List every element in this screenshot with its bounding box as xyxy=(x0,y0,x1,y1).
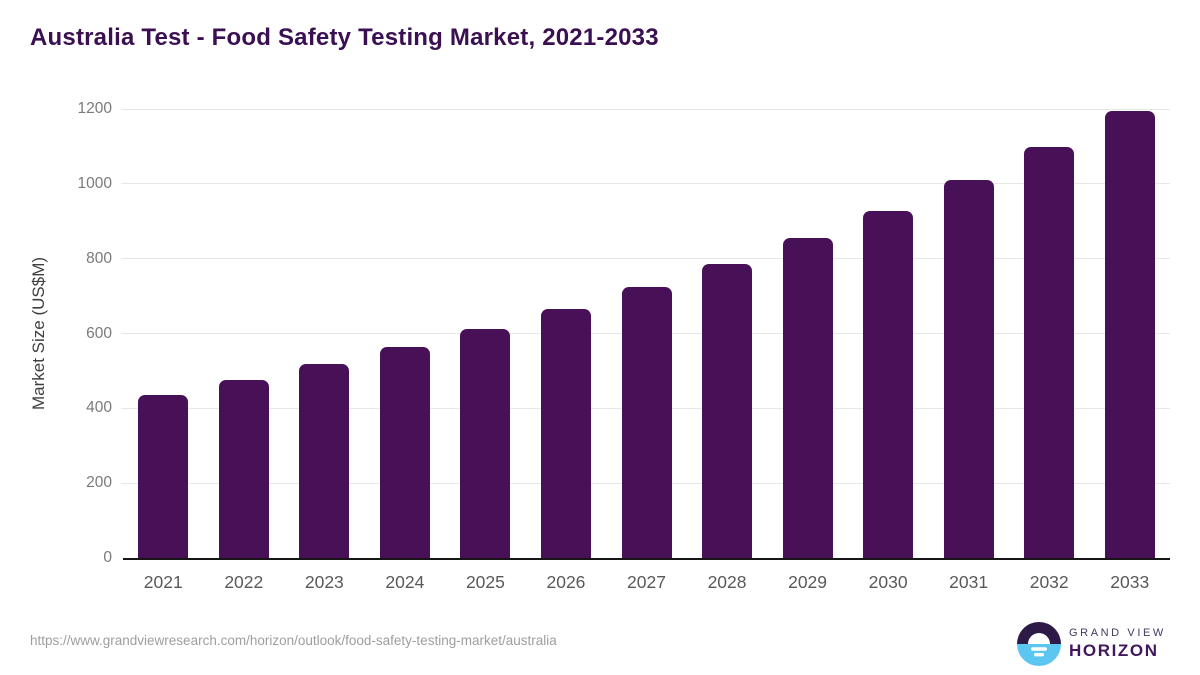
y-tick-0: 0 xyxy=(103,549,112,566)
x-tick-2033: 2033 xyxy=(1110,572,1150,592)
bar-2031[interactable] xyxy=(943,180,994,558)
gridline-1000 xyxy=(121,183,1170,185)
y-tick-1200: 1200 xyxy=(77,100,112,117)
y-tick-200: 200 xyxy=(86,474,112,492)
gridline-800 xyxy=(121,258,1170,260)
x-tick-2025: 2025 xyxy=(465,572,505,592)
bar-2023[interactable] xyxy=(299,363,350,558)
gridline-1200 xyxy=(121,108,1170,110)
chart-title: Australia Test - Food Safety Testing Mar… xyxy=(30,24,659,51)
bar-2025[interactable] xyxy=(460,329,511,558)
plot-area xyxy=(121,108,1170,560)
source-url: https://www.grandviewresearch.com/horizo… xyxy=(30,633,557,648)
x-tick-2028: 2028 xyxy=(707,572,747,592)
x-tick-2026: 2026 xyxy=(546,572,586,592)
brand-logo-text: GRAND VIEW HORIZON xyxy=(1069,627,1166,661)
y-tick-400: 400 xyxy=(86,399,112,417)
x-tick-2024: 2024 xyxy=(385,572,425,592)
x-tick-2030: 2030 xyxy=(868,572,908,592)
x-tick-2023: 2023 xyxy=(304,572,344,592)
x-tick-2022: 2022 xyxy=(224,572,264,592)
y-tick-800: 800 xyxy=(86,249,112,267)
x-tick-2031: 2031 xyxy=(949,572,989,592)
bar-2032[interactable] xyxy=(1024,147,1075,558)
brand-logo: GRAND VIEW HORIZON xyxy=(1017,622,1166,666)
bar-2028[interactable] xyxy=(702,264,753,558)
bar-2024[interactable] xyxy=(379,347,430,558)
bar-2027[interactable] xyxy=(621,287,672,558)
x-tick-2029: 2029 xyxy=(788,572,828,592)
x-tick-2032: 2032 xyxy=(1029,572,1069,592)
x-tick-2027: 2027 xyxy=(627,572,666,592)
bar-2030[interactable] xyxy=(863,211,914,558)
grand-view-horizon-logo-icon xyxy=(1017,622,1061,666)
logo-brand-bottom: HORIZON xyxy=(1069,641,1159,660)
bar-2021[interactable] xyxy=(138,394,189,558)
logo-brand-top: GRAND VIEW xyxy=(1069,627,1166,639)
bar-2033[interactable] xyxy=(1104,110,1155,558)
bar-2026[interactable] xyxy=(540,309,591,558)
y-tick-1000: 1000 xyxy=(77,174,112,192)
bar-2029[interactable] xyxy=(782,238,833,558)
y-tick-600: 600 xyxy=(86,324,112,342)
x-tick-2021: 2021 xyxy=(143,572,183,592)
bar-2022[interactable] xyxy=(218,379,269,558)
